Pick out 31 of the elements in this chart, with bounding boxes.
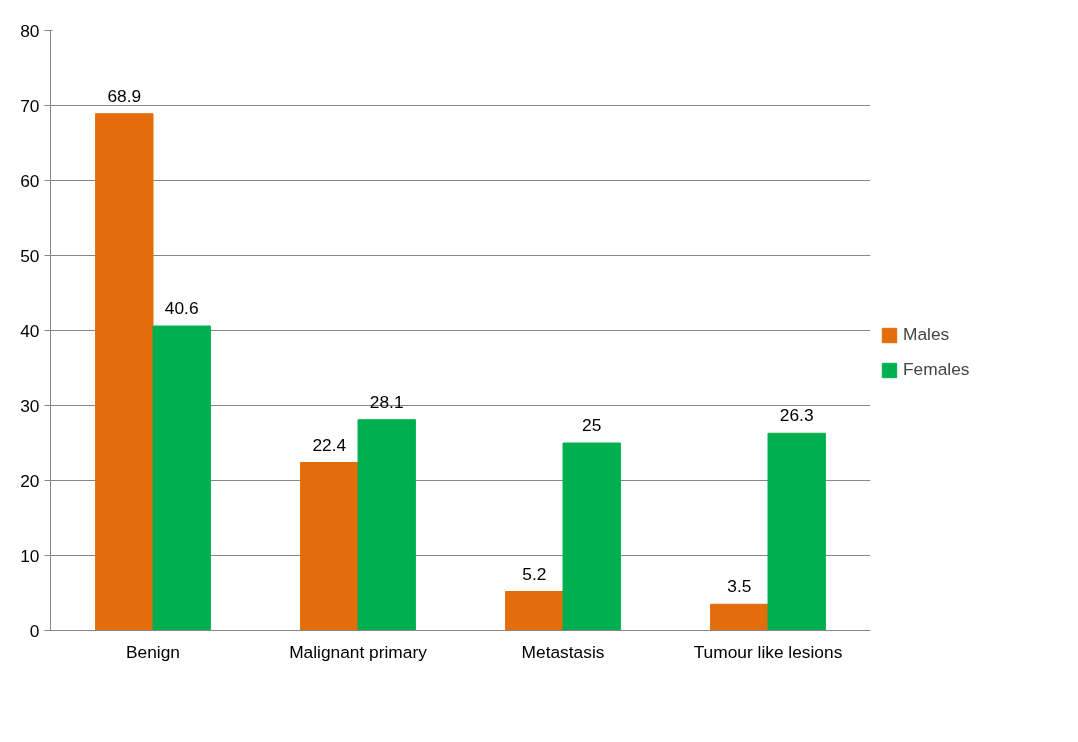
- data-label: 3.5: [727, 576, 752, 597]
- legend-label: Females: [903, 359, 970, 380]
- data-label: 28.1: [369, 391, 404, 412]
- x-tick-label: Malignant primary: [289, 641, 428, 662]
- data-label: 26.3: [779, 405, 814, 426]
- bar: [562, 442, 621, 631]
- bar: [710, 603, 769, 631]
- y-tick-label: 80: [20, 20, 40, 41]
- x-tick-label: Tumour like lesions: [693, 641, 843, 662]
- y-tick-label: 70: [20, 95, 40, 116]
- data-label: 25: [582, 415, 602, 435]
- data-label: 22.4: [312, 434, 347, 455]
- data-label: 5.2: [522, 563, 547, 584]
- y-tick-label: 20: [20, 470, 40, 491]
- bar: [767, 432, 826, 631]
- bar: [152, 325, 211, 631]
- y-tick-label: 50: [20, 245, 40, 266]
- legend-label: Males: [903, 324, 950, 345]
- bar: [357, 419, 416, 631]
- data-label: 68.9: [107, 85, 142, 106]
- y-tick-label: 30: [20, 395, 40, 416]
- data-label: 40.6: [164, 298, 199, 318]
- bar: [505, 591, 564, 631]
- y-tick-label: 0: [29, 620, 40, 641]
- x-tick-label: Metastasis: [521, 641, 605, 662]
- bar: [95, 113, 154, 631]
- y-tick-label: 10: [20, 545, 40, 566]
- y-tick-label: 40: [20, 320, 40, 341]
- bar: [300, 462, 359, 631]
- y-tick-label: 60: [20, 170, 40, 191]
- x-tick-label: Benign: [126, 641, 180, 662]
